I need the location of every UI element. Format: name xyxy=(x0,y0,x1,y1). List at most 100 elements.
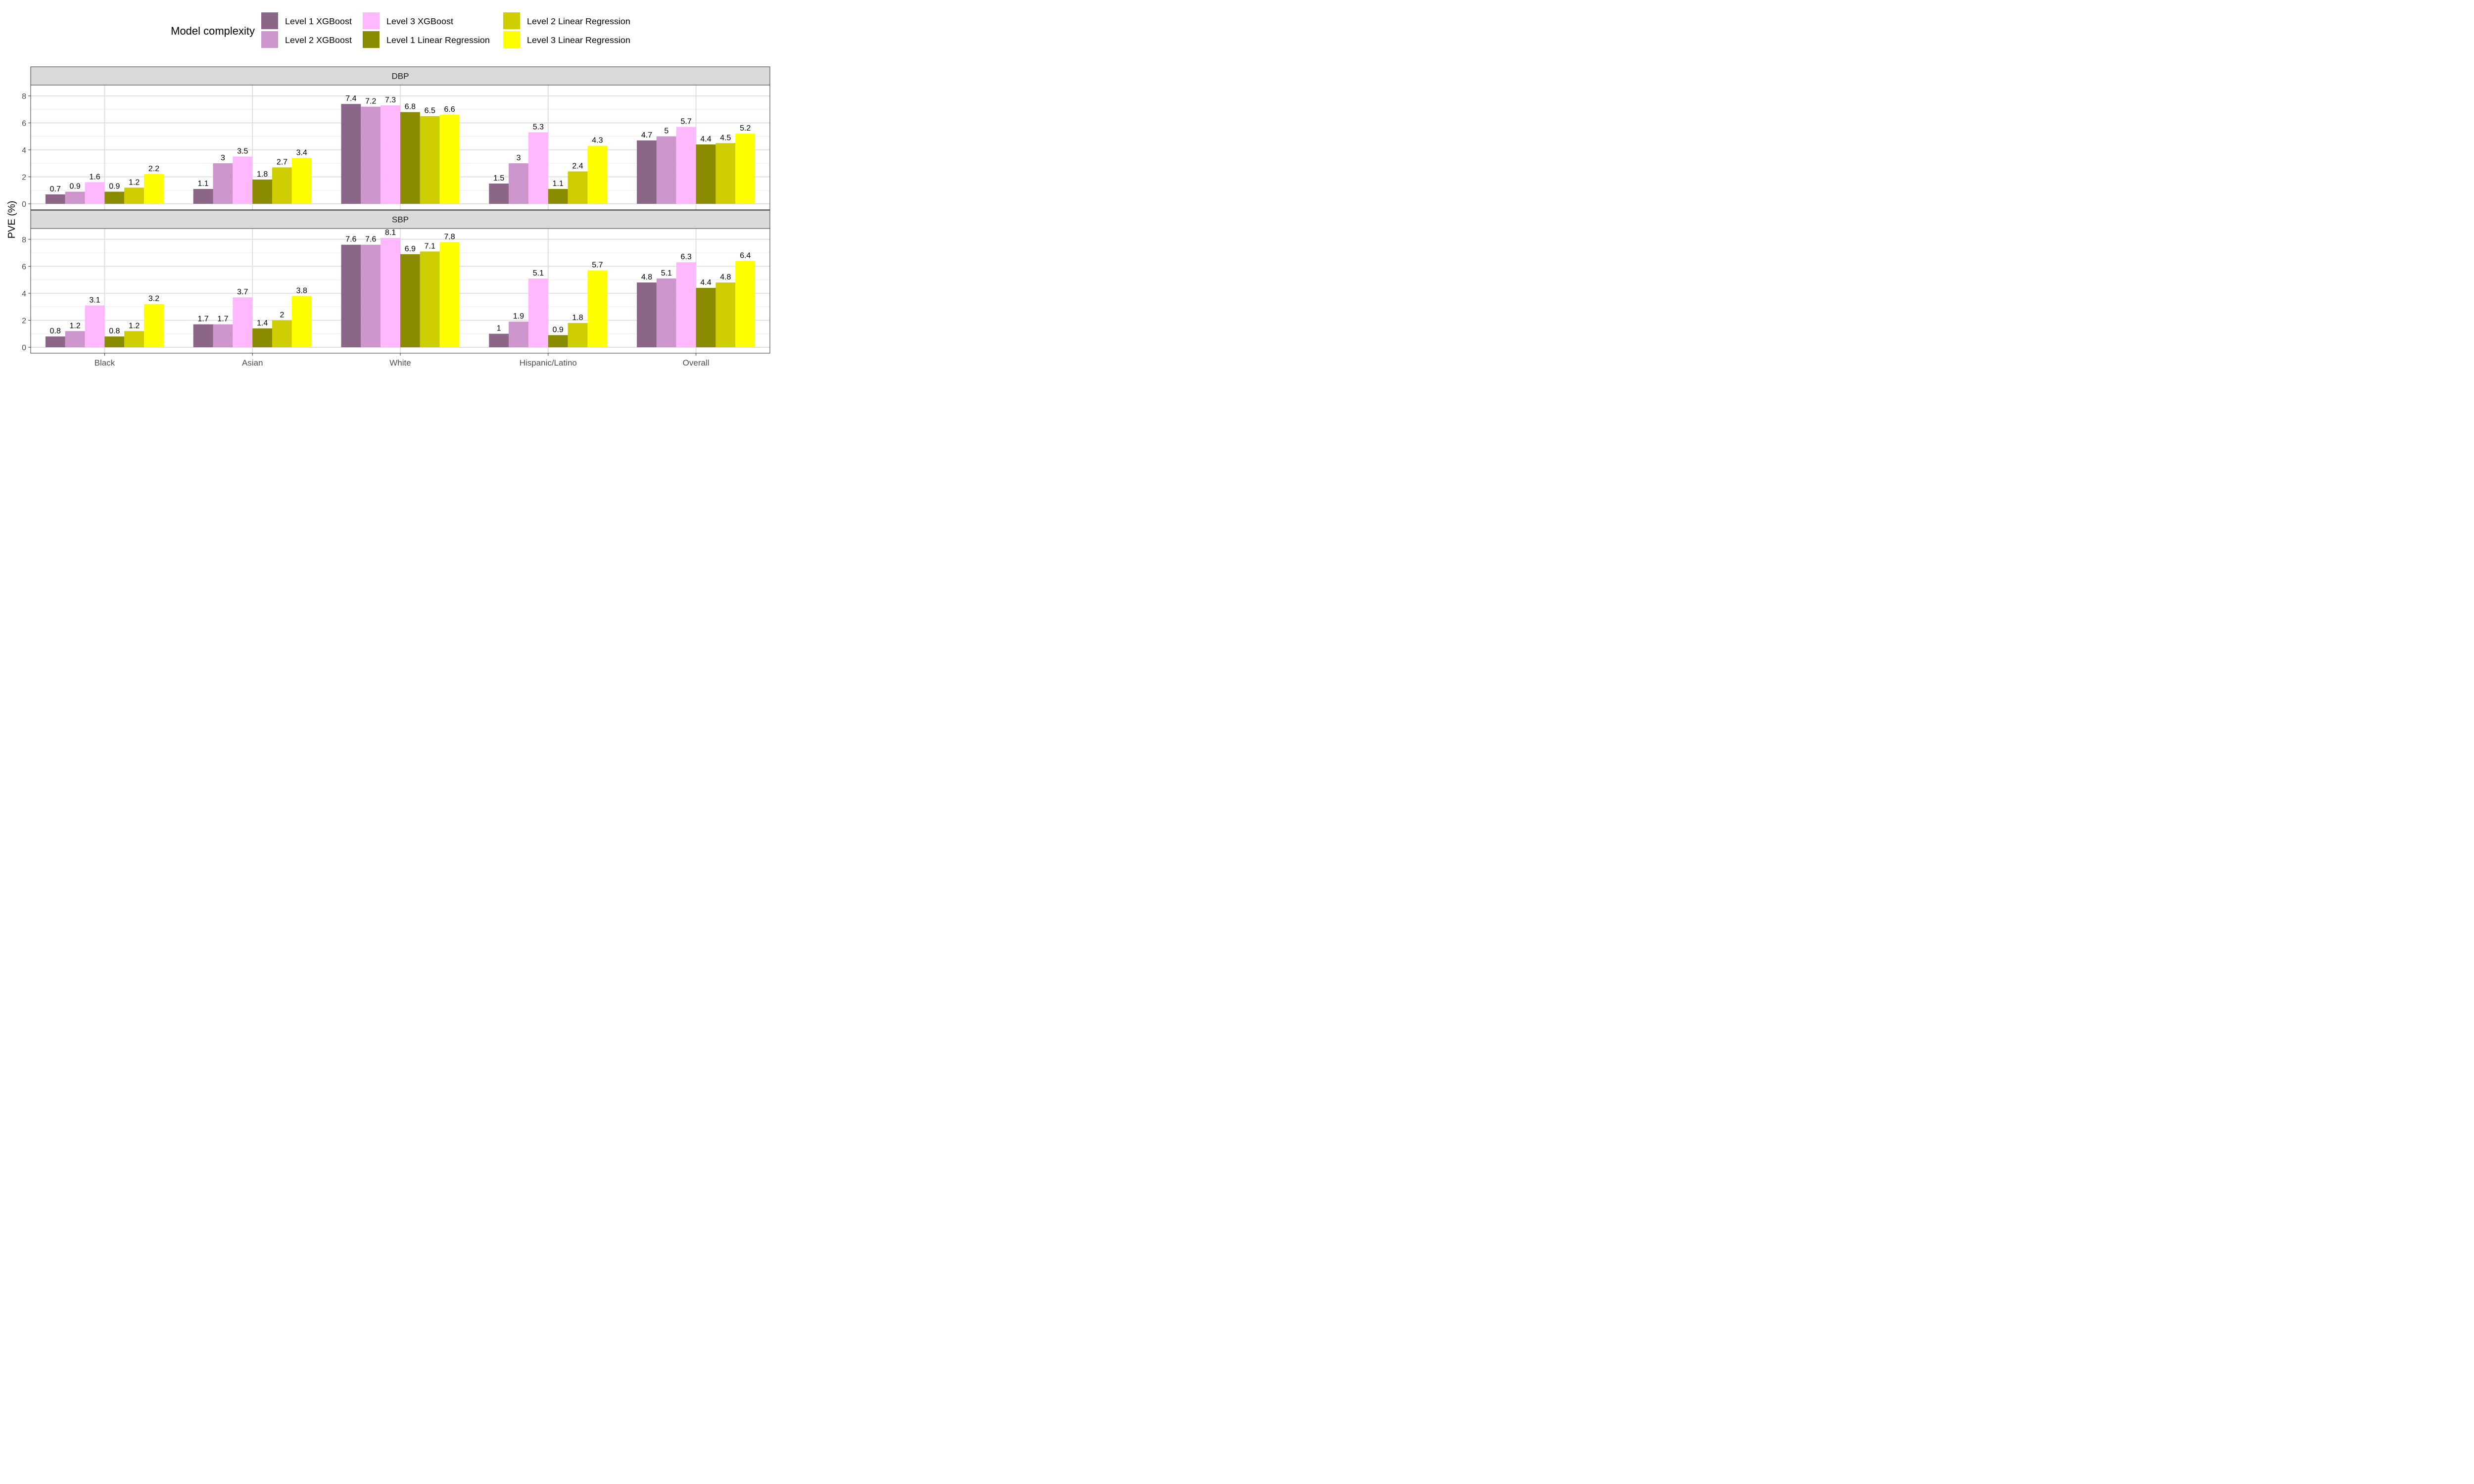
bar-dbp xyxy=(715,143,736,204)
x-tick-label: Overall xyxy=(683,358,710,368)
data-label: 7.1 xyxy=(425,242,435,250)
data-label: 3.1 xyxy=(89,296,100,304)
data-label: 4.8 xyxy=(641,273,652,281)
panel-border xyxy=(30,85,770,210)
data-label: 1.2 xyxy=(70,322,81,330)
data-label: 5.7 xyxy=(681,118,692,126)
bar-sbp xyxy=(568,323,588,347)
bar-sbp xyxy=(735,261,756,347)
legend-swatch xyxy=(362,12,380,29)
data-label: 6.5 xyxy=(425,107,435,115)
data-label: 5.1 xyxy=(533,269,544,278)
bar-dbp xyxy=(696,144,716,204)
bar-sbp xyxy=(420,251,440,347)
data-label: 6.4 xyxy=(740,251,751,260)
data-label: 5.2 xyxy=(740,124,751,133)
bar-dbp xyxy=(381,105,400,204)
bar-sbp xyxy=(272,320,292,347)
facet-panels: DBP 0 2 4 6 8 0.7 1.1 7.4 1.5 4.7 0.9 3 7.2 3 5 1.6 3.5 7.… xyxy=(22,66,770,368)
data-label: 1.8 xyxy=(572,314,583,322)
data-label: 1.2 xyxy=(129,322,140,330)
y-tick-label: 6 xyxy=(22,263,26,271)
bar-dbp xyxy=(509,163,528,204)
data-label: 0.9 xyxy=(70,182,81,190)
y-tick-label: 0 xyxy=(22,344,26,352)
bar-dbp xyxy=(528,132,548,204)
data-label: 1.7 xyxy=(197,315,208,324)
y-tick-label: 0 xyxy=(22,200,26,209)
data-label: 5 xyxy=(664,127,668,136)
bar-sbp xyxy=(381,238,400,347)
data-label: 1.6 xyxy=(89,173,100,181)
x-tick-label: Hispanic/Latino xyxy=(520,358,577,368)
data-label: 3 xyxy=(221,154,225,162)
bar-sbp xyxy=(656,278,676,347)
bar-dbp xyxy=(193,188,213,204)
data-label: 4.8 xyxy=(720,273,731,281)
bar-sbp xyxy=(213,324,233,347)
bar-sbp xyxy=(509,322,528,347)
data-label: 3.5 xyxy=(237,147,248,156)
data-label: 1.8 xyxy=(257,170,268,179)
facet-panel-dbp: DBP 0 2 4 6 8 0.7 1.1 7.4 1.5 4.7 0.9 3 7.2 3 5 1.6 3.5 7.… xyxy=(22,66,770,210)
data-label: 5.7 xyxy=(592,261,603,270)
data-label: 1.5 xyxy=(493,174,504,183)
y-tick-label: 6 xyxy=(22,119,26,128)
bar-dbp xyxy=(45,194,65,204)
x-tick-label: White xyxy=(389,358,411,368)
bar-dbp xyxy=(104,191,125,204)
y-tick-label: 4 xyxy=(22,290,26,298)
bar-sbp xyxy=(291,296,312,347)
bar-dbp xyxy=(144,174,164,204)
x-tick-label: Black xyxy=(95,358,115,368)
x-tick-label: Asian xyxy=(242,358,263,368)
data-label: 5.1 xyxy=(661,269,672,278)
bar-sbp xyxy=(144,304,164,347)
data-label: 7.6 xyxy=(345,235,356,244)
data-label: 7.6 xyxy=(365,235,376,244)
bar-sbp xyxy=(548,335,568,347)
data-label: 4.7 xyxy=(641,131,652,139)
bar-sbp xyxy=(400,254,420,347)
grouped-bar-chart: PVE (%) Model complexity Level 1 XGBoost… xyxy=(6,12,770,368)
bar-sbp xyxy=(341,244,361,347)
data-label: 4.5 xyxy=(720,134,731,142)
data-label: 2.2 xyxy=(148,165,159,173)
bar-sbp xyxy=(65,331,85,347)
bar-dbp xyxy=(489,184,509,204)
bar-dbp xyxy=(85,182,105,204)
bar-dbp xyxy=(272,167,292,204)
bar-sbp xyxy=(193,324,213,347)
data-label: 3.4 xyxy=(296,148,307,157)
data-label: 3.7 xyxy=(237,288,248,296)
legend-label: Level 2 Linear Regression xyxy=(527,16,630,26)
bar-dbp xyxy=(548,188,568,204)
bar-sbp xyxy=(233,297,253,347)
data-label: 6.6 xyxy=(444,105,455,114)
bar-dbp xyxy=(252,179,273,204)
bar-sbp xyxy=(696,287,716,347)
bar-dbp xyxy=(233,156,253,204)
data-label: 5.3 xyxy=(533,123,544,131)
bar-dbp xyxy=(568,171,588,204)
data-label: 7.2 xyxy=(365,97,376,106)
data-label: 1.7 xyxy=(217,315,228,324)
bar-sbp xyxy=(104,336,125,347)
legend-label: Level 2 XGBoost xyxy=(285,35,352,45)
data-label: 0.9 xyxy=(553,325,564,334)
facet-panel-sbp: SBP 0 2 4 6 8 0.8 1.7 7.6 1 4.8 1.2 1.7 7.6 1.9 5.1 3.1 3… xyxy=(22,210,770,368)
bar-sbp xyxy=(489,333,509,347)
bar-dbp xyxy=(735,134,756,204)
data-label: 1 xyxy=(497,325,501,333)
bar-dbp xyxy=(439,114,460,204)
bar-dbp xyxy=(400,112,420,204)
data-label: 3.2 xyxy=(148,295,159,303)
data-label: 1.1 xyxy=(197,180,208,188)
bar-dbp xyxy=(213,163,233,204)
bar-dbp xyxy=(65,191,85,204)
bar-dbp xyxy=(587,145,608,204)
bar-dbp xyxy=(341,104,361,204)
bar-sbp xyxy=(528,278,548,347)
bar-sbp xyxy=(85,305,105,347)
data-label: 2.4 xyxy=(572,162,583,171)
